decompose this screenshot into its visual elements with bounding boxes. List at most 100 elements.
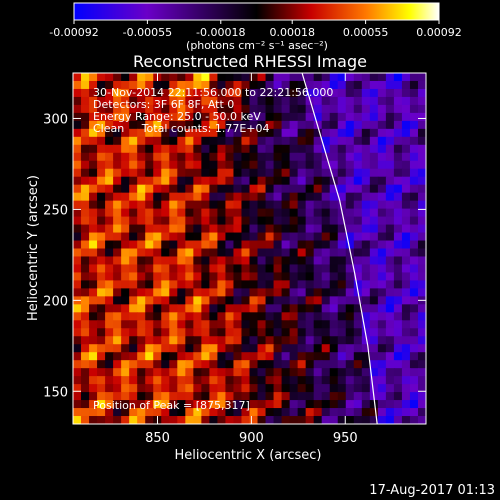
heatmap-cell — [385, 408, 395, 417]
heatmap-cell — [393, 104, 403, 114]
heatmap-cell — [409, 240, 419, 250]
heatmap-cell — [345, 192, 355, 202]
heatmap-cell — [321, 232, 331, 242]
heatmap-cell — [97, 104, 106, 114]
chart-title: Reconstructed RHESSI Image — [133, 52, 367, 71]
heatmap-cell — [361, 360, 371, 369]
heatmap-cell — [345, 160, 355, 170]
heatmap-cell — [177, 288, 186, 297]
heatmap-cell — [305, 400, 315, 409]
heatmap-cell — [409, 384, 419, 393]
peak-position-label: Position of Peak = [875,317] — [93, 399, 250, 412]
heatmap-cell — [297, 112, 307, 122]
heatmap-cell — [153, 168, 162, 178]
heatmap-cell — [105, 232, 114, 242]
x-axis-label: Heliocentric X (arcsec) — [175, 448, 322, 463]
heatmap-cell — [369, 408, 379, 417]
heatmap-cell — [193, 184, 202, 194]
heatmap-cell — [265, 216, 275, 226]
heatmap-cell — [265, 352, 275, 361]
heatmap-cell — [289, 232, 299, 242]
heatmap-cell — [417, 368, 426, 377]
heatmap-cell — [409, 176, 419, 186]
heatmap-cell — [337, 384, 347, 393]
heatmap-cell — [297, 216, 307, 226]
heatmap-cell — [377, 96, 387, 106]
heatmap-cell — [417, 152, 426, 162]
heatmap-cell — [193, 200, 202, 210]
heatmap-cell — [73, 88, 82, 98]
heatmap-cell — [369, 336, 379, 345]
heatmap-cell — [273, 200, 283, 210]
heatmap-cell — [409, 88, 419, 98]
heatmap-cell — [121, 232, 130, 242]
heatmap-cell — [361, 400, 371, 409]
heatmap-cell — [169, 240, 178, 250]
heatmap-cell — [409, 312, 419, 321]
heatmap-cell — [329, 136, 339, 146]
heatmap-cell — [345, 304, 355, 313]
heatmap-cell — [153, 152, 162, 162]
heatmap-cell — [177, 184, 186, 194]
heatmap-cell — [321, 416, 331, 424]
heatmap-cell — [73, 360, 82, 369]
heatmap-cell — [137, 128, 146, 138]
heatmap-cell — [289, 344, 299, 353]
heatmap-cell — [345, 152, 355, 162]
y-axis-label: Heliocentric Y (arcsec) — [26, 175, 41, 321]
heatmap-cell — [313, 288, 323, 297]
heatmap-cell — [217, 360, 227, 369]
heatmap-cell — [169, 280, 178, 289]
heatmap-cell — [369, 344, 379, 353]
heatmap-cell — [273, 136, 283, 146]
heatmap-cell — [89, 232, 98, 242]
heatmap-cell — [305, 160, 315, 170]
heatmap-cell — [257, 376, 267, 385]
heatmap-cell — [329, 360, 339, 369]
heatmap-cell — [105, 96, 114, 106]
heatmap-cell — [177, 256, 186, 266]
heatmap-cell — [193, 112, 202, 122]
heatmap-cell — [289, 336, 299, 345]
heatmap-cell — [185, 328, 194, 337]
footer-timestamp: 17-Aug-2017 01:13 — [369, 483, 495, 498]
heatmap-cell — [385, 232, 395, 242]
heatmap-cell — [257, 136, 267, 146]
heatmap-cell — [233, 280, 243, 289]
heatmap-cell — [81, 272, 90, 282]
heatmap-cell — [257, 264, 267, 274]
heatmap-cell — [417, 232, 426, 242]
heatmap-cell — [401, 192, 411, 202]
heatmap-cell — [321, 400, 331, 409]
heatmap-cell — [193, 73, 202, 82]
heatmap-cell — [377, 240, 387, 250]
heatmap-cell — [233, 168, 243, 178]
heatmap-cell — [281, 240, 291, 250]
heatmap-cell — [105, 88, 114, 98]
heatmap-cell — [345, 312, 355, 321]
heatmap-cell — [289, 312, 299, 321]
heatmap-cell — [369, 216, 379, 226]
heatmap-cell — [105, 272, 114, 282]
heatmap-cell — [409, 104, 419, 114]
heatmap-cell — [89, 104, 98, 114]
heatmap-cell — [129, 376, 138, 385]
heatmap-cell — [289, 200, 299, 210]
heatmap-cell — [145, 312, 154, 321]
heatmap-cell — [209, 192, 219, 202]
heatmap-cell — [385, 200, 395, 210]
heatmap-cell — [337, 104, 347, 114]
heatmap-cell — [81, 352, 90, 361]
heatmap-cell — [113, 368, 122, 377]
heatmap-cell — [89, 360, 98, 369]
heatmap-cell — [137, 168, 146, 178]
heatmap-cell — [185, 312, 194, 321]
heatmap-cell — [145, 288, 154, 297]
heatmap-cell — [401, 144, 411, 154]
heatmap-cell — [273, 384, 283, 393]
heatmap-cell — [209, 352, 219, 361]
heatmap-cell — [97, 376, 106, 385]
x-axis-ticks: 850 900 950 — [145, 73, 358, 446]
heatmap-cell — [321, 408, 331, 417]
heatmap-cell — [417, 184, 426, 194]
